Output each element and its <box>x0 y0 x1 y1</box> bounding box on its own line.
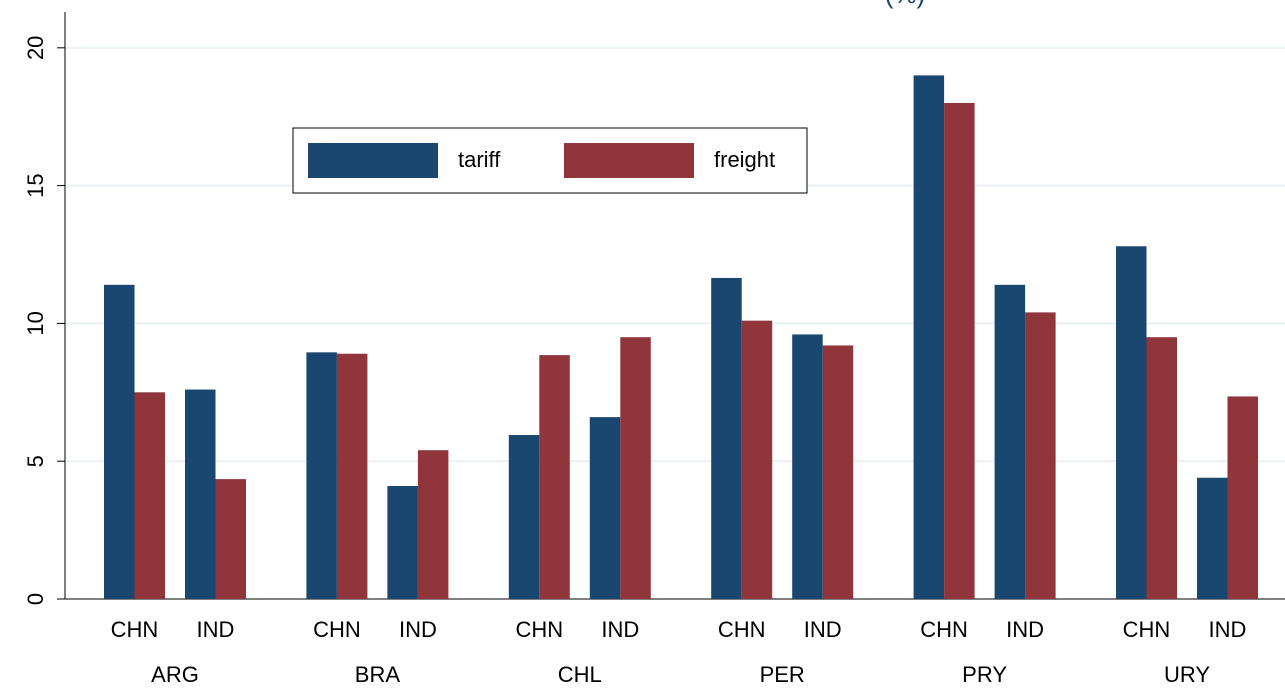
bar <box>185 389 216 599</box>
bar <box>589 417 621 599</box>
bar <box>620 337 651 599</box>
legend-label: tariff <box>458 147 501 172</box>
y-tick-label: 15 <box>23 173 48 197</box>
bar <box>417 450 449 599</box>
bar <box>336 353 368 599</box>
x-tick-label: IND <box>1209 617 1247 642</box>
group-label: PER <box>760 662 805 687</box>
bar <box>711 277 742 599</box>
bar <box>1197 477 1228 599</box>
bar <box>1146 337 1177 599</box>
x-tick-label: CHN <box>718 617 766 642</box>
group-label: URY <box>1164 662 1210 687</box>
bar <box>306 352 337 599</box>
bar <box>822 345 854 599</box>
x-tick-label: CHN <box>920 617 968 642</box>
group-label: PRY <box>962 662 1007 687</box>
x-tick-label: CHN <box>313 617 361 642</box>
group-label: CHL <box>558 662 602 687</box>
y-tick-label: 5 <box>23 455 48 467</box>
bar <box>944 102 975 599</box>
bar <box>1227 396 1258 599</box>
bar <box>1116 246 1147 599</box>
y-tick-label: 20 <box>23 36 48 60</box>
x-tick-label: CHN <box>515 617 563 642</box>
bar <box>104 284 135 599</box>
x-tick-label: CHN <box>111 617 159 642</box>
bar <box>134 392 165 599</box>
x-tick-label: IND <box>601 617 639 642</box>
x-tick-label: IND <box>197 617 235 642</box>
bar <box>994 284 1026 599</box>
legend-label: freight <box>714 147 775 172</box>
bar <box>539 355 570 599</box>
x-tick-label: IND <box>804 617 842 642</box>
bar <box>387 486 418 599</box>
bar <box>508 435 540 599</box>
y-tick-label: 0 <box>23 593 48 605</box>
bar <box>792 334 823 599</box>
x-tick-label: CHN <box>1123 617 1171 642</box>
group-label: ARG <box>151 662 199 687</box>
legend-swatch <box>308 143 438 178</box>
legend-swatch <box>564 143 694 178</box>
y-tick-label: 10 <box>23 311 48 335</box>
bar <box>215 479 246 599</box>
x-tick-label: IND <box>1006 617 1044 642</box>
group-label: BRA <box>355 662 401 687</box>
bar <box>913 75 945 599</box>
bar <box>1025 312 1056 599</box>
bar <box>741 320 773 599</box>
chart-title: (%) <box>885 0 925 9</box>
legend: tariff freight <box>292 127 808 194</box>
x-tick-label: IND <box>399 617 437 642</box>
